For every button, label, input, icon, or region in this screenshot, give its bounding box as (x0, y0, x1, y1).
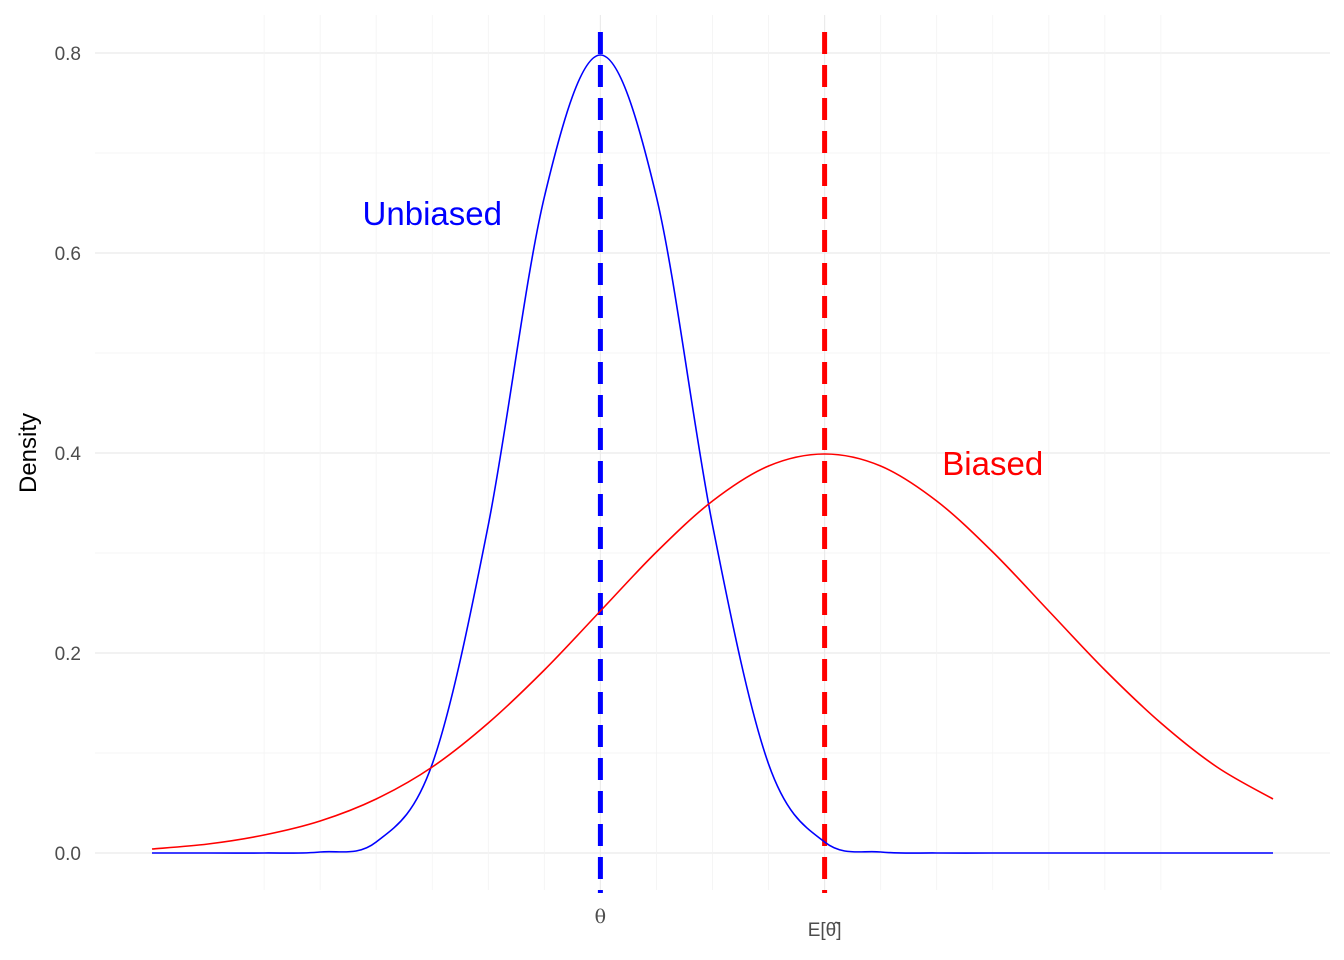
x-tick-label: θ (595, 906, 606, 928)
reference-lines (597, 32, 828, 893)
series-layer (151, 54, 1274, 854)
y-axis-ticks: 0.0 0.2 0.4 0.6 0.8 (55, 44, 82, 865)
unbiased-density-curve (152, 54, 1273, 854)
annotations: Unbiased Biased (363, 195, 1044, 482)
y-axis-title: Density (15, 413, 42, 493)
grid (95, 15, 1330, 890)
y-tick-label: 0.2 (55, 644, 81, 665)
biased-density-curve (151, 453, 1274, 850)
unbiased-label: Unbiased (363, 195, 502, 232)
biased-label: Biased (942, 445, 1043, 482)
x-tick-label: E[θ̂] (808, 920, 842, 941)
y-tick-label: 0.6 (55, 244, 81, 265)
y-tick-label: 0.8 (55, 44, 81, 65)
y-tick-label: 0.4 (55, 444, 82, 465)
y-tick-label: 0.0 (55, 844, 81, 865)
x-axis-ticks: θ E[θ̂] (595, 906, 842, 941)
